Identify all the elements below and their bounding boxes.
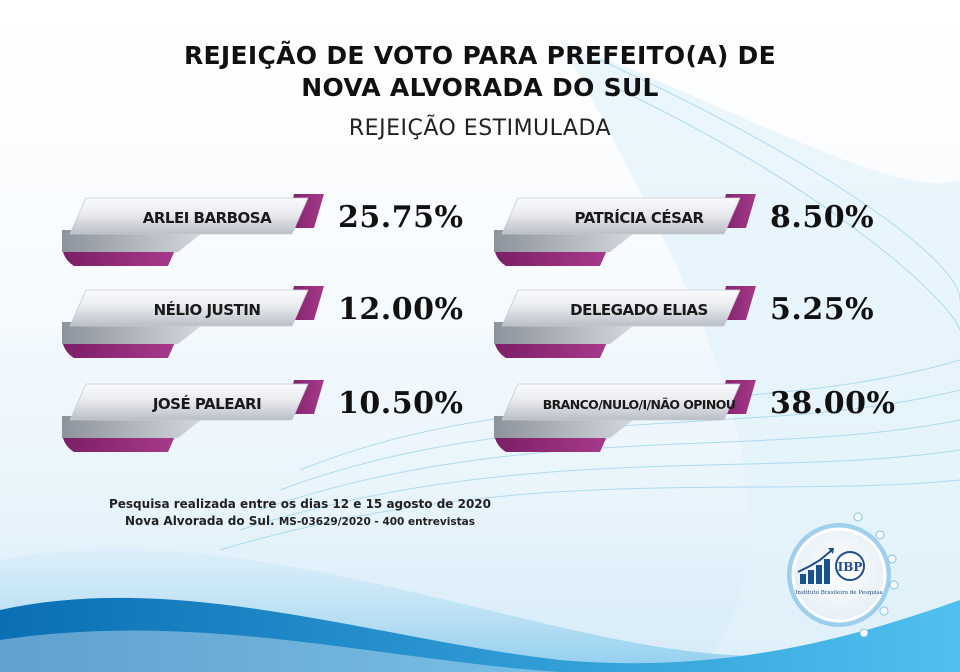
logo-abbr: IBP: [838, 560, 863, 574]
candidate-card-branco-nulo: BRANCO/NULO/I/NÃO OPINOU 38.00%: [488, 372, 895, 456]
candidate-value: 5.25%: [770, 292, 875, 327]
candidate-name: NÉLIO JUSTIN: [153, 301, 261, 319]
page-title-line2: NOVA ALVORADA DO SUL: [301, 73, 659, 102]
logo-graphic: IBP Instituto Brasileiro de Pesquisa: [787, 523, 891, 627]
title-block: REJEIÇÃO DE VOTO PARA PREFEITO(A) DE NOV…: [0, 40, 960, 141]
page-title-line1: REJEIÇÃO DE VOTO PARA PREFEITO(A) DE: [184, 41, 776, 70]
ibp-logo: IBP Instituto Brasileiro de Pesquisa: [784, 520, 894, 630]
candidate-card-nelio-justin: NÉLIO JUSTIN 12.00%: [56, 278, 463, 362]
candidate-value: 12.00%: [338, 292, 464, 327]
footnote-registration: MS-03629/2020 - 400 entrevistas: [278, 516, 475, 528]
survey-footnote: Pesquisa realizada entre os dias 12 e 15…: [105, 496, 495, 531]
footnote-place: Nova Alvorada do Sul.: [125, 514, 275, 528]
candidate-value: 38.00%: [770, 386, 896, 421]
candidate-name: PATRÍCIA CÉSAR: [574, 209, 704, 227]
candidate-card-arlei-barbosa: ARLEI BARBOSA 25.75%: [56, 186, 463, 270]
candidate-value: 10.50%: [338, 386, 464, 421]
candidate-card-patricia-cesar: PATRÍCIA CÉSAR 8.50%: [488, 186, 874, 270]
decorative-dots: [853, 512, 899, 638]
candidate-name: ARLEI BARBOSA: [142, 209, 272, 227]
candidate-value: 25.75%: [338, 200, 464, 235]
candidate-value: 8.50%: [770, 200, 875, 235]
candidate-name: DELEGADO ELIAS: [570, 301, 708, 319]
candidate-card-delegado-elias: DELEGADO ELIAS 5.25%: [488, 278, 874, 362]
page-subtitle: REJEIÇÃO ESTIMULADA: [348, 116, 612, 141]
candidate-name: JOSÉ PALEARI: [152, 395, 262, 413]
candidate-name: BRANCO/NULO/I/NÃO OPINOU: [542, 396, 736, 412]
candidate-card-jose-paleari: JOSÉ PALEARI 10.50%: [56, 372, 463, 456]
logo-name: Instituto Brasileiro de Pesquisa: [795, 590, 883, 596]
footnote-line1: Pesquisa realizada entre os dias 12 e 15…: [108, 497, 491, 511]
footnote-line2: Nova Alvorada do Sul. MS-03629/2020 - 40…: [105, 513, 495, 531]
